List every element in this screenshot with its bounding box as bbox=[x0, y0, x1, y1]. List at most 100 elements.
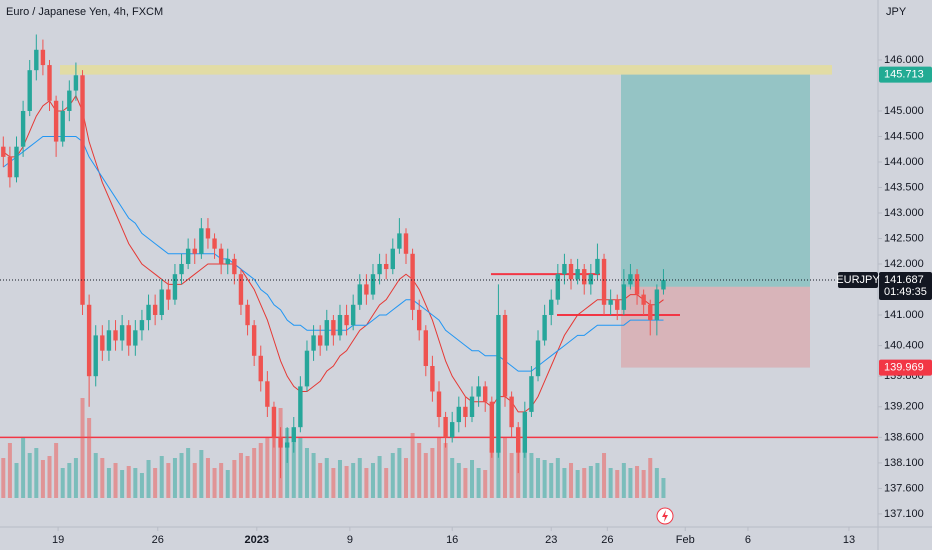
candle-body bbox=[568, 263, 574, 280]
volume-bar bbox=[370, 463, 375, 498]
volume-bar bbox=[357, 458, 362, 498]
candle-body bbox=[258, 355, 263, 382]
candle-body bbox=[20, 110, 26, 147]
y-tick-label: 142.500 bbox=[884, 232, 924, 244]
y-tick-label: 143.000 bbox=[884, 207, 924, 219]
candle-body bbox=[86, 304, 92, 377]
candle-body bbox=[502, 314, 508, 397]
candle-body bbox=[225, 258, 230, 264]
volume-bar bbox=[258, 443, 263, 498]
volume-bar bbox=[212, 468, 217, 498]
volume-bar bbox=[238, 453, 243, 498]
candle-body bbox=[27, 70, 32, 111]
volume-bar bbox=[536, 458, 541, 498]
candle-body bbox=[298, 386, 303, 428]
plot-area bbox=[0, 34, 878, 498]
volume-bar bbox=[390, 453, 395, 498]
currency-label: JPY bbox=[886, 6, 907, 18]
volume-bar bbox=[298, 438, 303, 498]
volume-bar bbox=[351, 463, 356, 498]
last-price-label: 141.687 bbox=[884, 274, 924, 286]
volume-bar bbox=[133, 468, 138, 498]
candle-body bbox=[483, 386, 488, 402]
y-tick-label: 143.500 bbox=[884, 181, 924, 193]
candle-body bbox=[430, 365, 435, 392]
volume-bar bbox=[608, 468, 613, 498]
volume-bar bbox=[192, 463, 197, 498]
candle-body bbox=[133, 330, 138, 346]
volume-bar bbox=[337, 460, 342, 498]
x-tick-label: 13 bbox=[843, 534, 855, 546]
volume-bar bbox=[397, 448, 402, 498]
y-tick-label: 138.100 bbox=[884, 457, 924, 469]
candle-body bbox=[443, 416, 448, 438]
candle-body bbox=[634, 274, 640, 295]
volume-bar bbox=[410, 433, 415, 498]
candle-body bbox=[139, 320, 145, 331]
price-tag-label: 145.713 bbox=[884, 69, 924, 81]
candle-body bbox=[608, 299, 613, 305]
volume-bar bbox=[100, 458, 105, 498]
candle-body bbox=[166, 289, 171, 300]
last-price-tag bbox=[879, 271, 932, 300]
volume-bar bbox=[245, 456, 250, 498]
volume-bar bbox=[522, 448, 527, 498]
volume-bar bbox=[1, 458, 6, 498]
volume-bar bbox=[252, 448, 257, 498]
volume-bar bbox=[549, 463, 554, 498]
candle-body bbox=[284, 442, 290, 448]
volume-bar bbox=[232, 460, 237, 498]
volume-bar bbox=[509, 453, 514, 498]
candle-body bbox=[377, 263, 382, 275]
volume-bar bbox=[179, 453, 184, 498]
volume-bar bbox=[34, 448, 39, 498]
candle-body bbox=[1, 146, 6, 157]
candle-body bbox=[67, 90, 72, 111]
volume-bar bbox=[423, 453, 428, 498]
candle-body bbox=[7, 156, 13, 178]
candle-body bbox=[648, 304, 653, 321]
symbol-tag bbox=[838, 271, 878, 288]
volume-bar bbox=[271, 433, 276, 498]
candle-body bbox=[549, 299, 554, 315]
candle-body bbox=[469, 396, 475, 417]
volume-bar bbox=[615, 470, 620, 498]
resistance-band bbox=[60, 65, 832, 75]
candle-body bbox=[238, 274, 244, 305]
volume-bar bbox=[159, 456, 164, 498]
candle-body bbox=[588, 274, 594, 285]
volume-bar bbox=[265, 438, 270, 498]
volume-bar bbox=[14, 463, 19, 498]
y-tick-label: 146.000 bbox=[884, 54, 924, 66]
volume-bar bbox=[80, 398, 85, 498]
candle-body bbox=[496, 314, 501, 453]
price-tag-label: 139.969 bbox=[884, 361, 924, 373]
candle-body bbox=[350, 304, 356, 326]
volume-bar bbox=[87, 418, 92, 498]
volume-bar bbox=[172, 458, 177, 498]
volume-bar bbox=[7, 443, 12, 498]
flash-icon[interactable] bbox=[656, 507, 674, 525]
candle-body bbox=[271, 406, 277, 438]
candle-body bbox=[311, 335, 316, 351]
candle-body bbox=[535, 340, 541, 377]
volume-bar bbox=[654, 468, 659, 498]
x-tick-label: 26 bbox=[152, 534, 164, 546]
y-tick-label: 140.400 bbox=[884, 339, 924, 351]
candle-body bbox=[232, 258, 237, 275]
candle-body bbox=[397, 233, 402, 249]
candle-body bbox=[582, 269, 587, 285]
candle-body bbox=[278, 437, 283, 448]
candle-body bbox=[179, 263, 184, 275]
candle-body bbox=[621, 284, 627, 310]
volume-bar bbox=[628, 468, 633, 498]
y-tick-label: 144.000 bbox=[884, 156, 924, 168]
candle-body bbox=[14, 146, 19, 178]
volume-bar bbox=[384, 468, 389, 498]
candle-body bbox=[126, 325, 131, 346]
volume-bar bbox=[54, 443, 59, 498]
candle-body bbox=[185, 248, 191, 264]
candle-body bbox=[205, 228, 211, 239]
candle-body bbox=[291, 427, 296, 443]
volume-bar bbox=[291, 443, 296, 498]
